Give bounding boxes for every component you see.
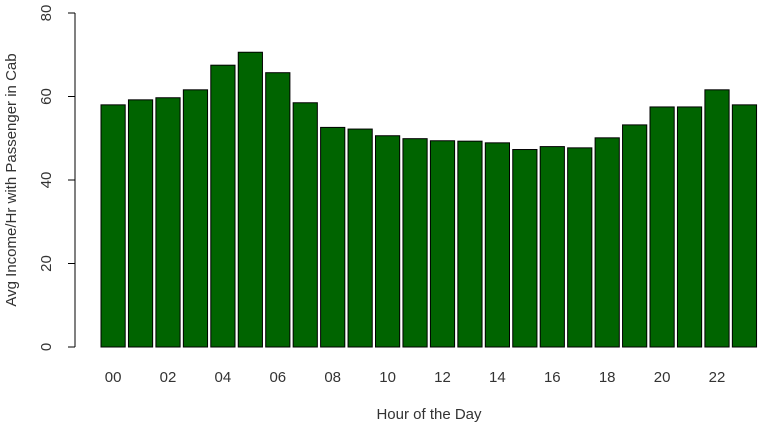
x-axis-title: Hour of the Day — [376, 406, 482, 423]
bar-hour-17 — [567, 147, 593, 348]
bar-hour-11 — [402, 138, 428, 348]
x-tick-label: 12 — [434, 369, 451, 386]
x-axis: 00 02 04 06 08 10 12 14 16 18 20 22 — [105, 369, 726, 386]
bar-hour-01 — [127, 99, 154, 348]
x-tick-label: 04 — [215, 369, 232, 386]
bar-hour-08 — [320, 126, 346, 348]
x-tick-label: 08 — [324, 369, 341, 386]
x-tick-label: 14 — [489, 369, 506, 386]
x-tick-label: 22 — [709, 369, 726, 386]
bar-hour-05 — [237, 51, 263, 348]
y-tick-label: 60 — [38, 88, 55, 105]
bar-hour-00 — [100, 104, 126, 348]
y-tick-label: 20 — [38, 255, 55, 272]
bar-hour-21 — [676, 106, 703, 348]
bar-hour-03 — [182, 89, 209, 348]
x-tick-label: 00 — [105, 369, 122, 386]
x-tick-label: 18 — [599, 369, 616, 386]
bar-hour-09 — [347, 128, 373, 348]
x-tick-label: 10 — [379, 369, 396, 386]
bar-hour-23 — [731, 104, 758, 348]
bars-layer — [100, 51, 758, 348]
x-tick-label: 06 — [269, 369, 286, 386]
bar-hour-12 — [429, 140, 456, 348]
bar-hour-07 — [292, 102, 318, 348]
y-axis-title: Avg Income/Hr with Passenger in Cab — [3, 53, 20, 306]
bar-hour-16 — [539, 146, 565, 348]
bar-hour-02 — [155, 97, 181, 348]
bar-hour-22 — [704, 89, 730, 348]
bar-hour-19 — [622, 124, 648, 348]
bar-hour-20 — [649, 106, 675, 348]
bar-hour-06 — [265, 72, 291, 348]
y-axis: 0 20 40 60 80 — [38, 5, 76, 351]
bar-hour-18 — [594, 137, 620, 348]
bar-hour-14 — [484, 142, 510, 348]
y-tick-label: 80 — [38, 5, 55, 22]
bar-hour-15 — [512, 149, 538, 348]
y-tick-label: 40 — [38, 172, 55, 189]
bar-hour-13 — [457, 140, 483, 348]
x-tick-label: 20 — [654, 369, 671, 386]
bar-hour-04 — [210, 64, 236, 348]
y-tick-label: 0 — [38, 343, 55, 351]
x-tick-label: 02 — [160, 369, 177, 386]
bar-hour-10 — [375, 135, 401, 348]
x-tick-label: 16 — [544, 369, 561, 386]
